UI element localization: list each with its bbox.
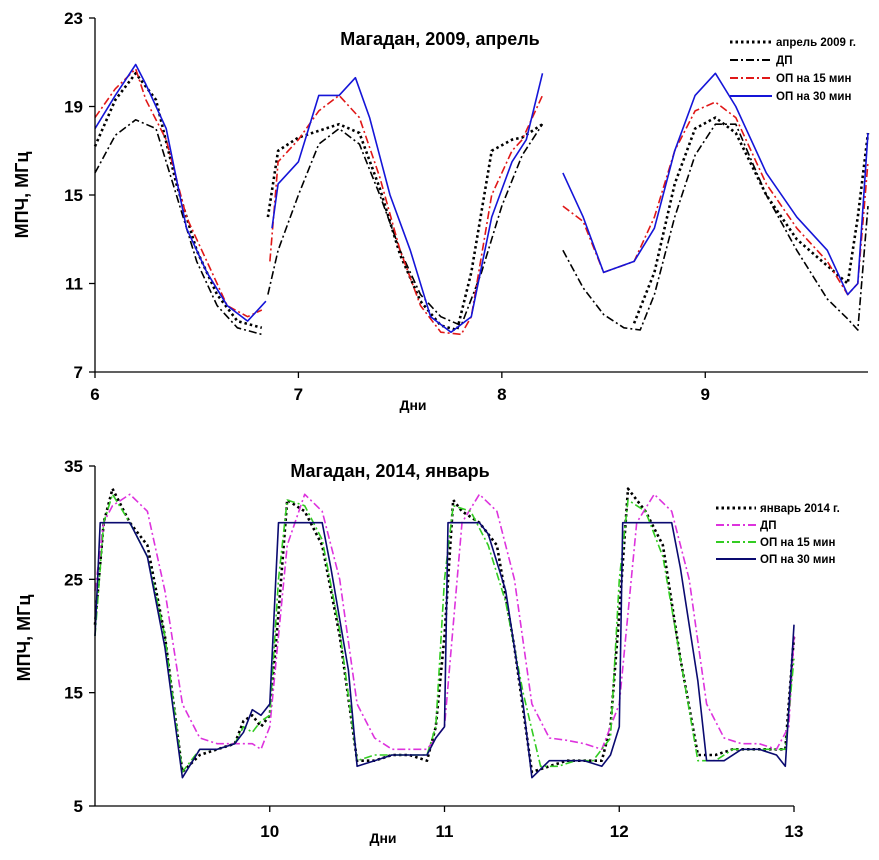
chart-1-x-tick-label: 9 [701, 385, 710, 404]
chart-1-legend: апрель 2009 г. ДП ОП на 15 мин ОП на 30 мин [730, 37, 856, 103]
chart-1-series-1-segment-1 [93, 72, 263, 330]
chart-1-series [93, 63, 870, 336]
chart-2-x-tick-label: 10 [260, 822, 279, 841]
chart-1-legend-label-4: ОП на 30 мин [776, 91, 852, 103]
chart-2-legend-label-3: ОП на 15 мин [760, 537, 836, 549]
chart-1-series-1-segment-3 [632, 116, 870, 324]
chart-2-legend: январь 2014 г. ДП ОП на 15 мин ОП на 30 мин [716, 503, 840, 566]
chart-1-y-axis-label: МПЧ, МГц [12, 152, 32, 239]
chart-2-x-tick-label: 11 [436, 822, 454, 841]
chart-2-y-tick-label: 35 [64, 457, 83, 476]
chart-1-series-3-segment-3 [562, 101, 869, 296]
chart-2-series [93, 487, 796, 779]
chart-1-x-tick-label: 6 [90, 385, 99, 404]
chart-2-x-axis-label: Дни [369, 830, 396, 846]
chart-2-series-3-segment-1 [94, 493, 795, 773]
chart-1-legend-label-1: апрель 2009 г. [776, 37, 856, 49]
chart-2-y-axis-label: МПЧ, МГц [14, 595, 34, 682]
chart-1-x-tick-label: 8 [497, 385, 506, 404]
chart-1-y-tick-label: 19 [64, 98, 83, 117]
chart-2-y-tick-label: 25 [64, 570, 83, 589]
chart-1-y-tick-label: 11 [65, 275, 83, 294]
chart-2-legend-label-2: ДП [760, 520, 776, 532]
chart-1-series-2-segment-1 [94, 119, 263, 336]
chart-1-series-4-segment-3 [562, 72, 869, 296]
chart-2-ticks: 5 15 25 35 10 11 12 13 [64, 457, 803, 841]
chart-1-y-tick-label: 7 [74, 363, 83, 382]
chart-1-y-tick-label: 23 [64, 9, 83, 28]
chart-2-series-1-segment-1 [93, 487, 796, 774]
chart-1-series-4-segment-2 [271, 73, 544, 333]
chart-1-legend-label-2: ДП [776, 55, 792, 67]
chart-1-x-tick-label: 7 [294, 385, 303, 404]
chart-2-legend-label-1: январь 2014 г. [760, 503, 840, 515]
chart-2-x-tick-label: 13 [785, 822, 804, 841]
chart-1-series-2-segment-2 [267, 123, 544, 327]
chart-1-series-1-segment-2 [266, 122, 544, 332]
chart-2-series-4-segment-1 [94, 521, 795, 779]
chart-1-x-axis-label: Дни [399, 397, 426, 413]
chart-2-title: Магадан, 2014, январь [290, 461, 489, 481]
chart-1-series-3-segment-1 [94, 68, 263, 318]
chart-1-series-2-segment-3 [562, 123, 869, 331]
chart-1-legend-label-3: ОП на 15 мин [776, 73, 852, 85]
chart-2-y-tick-label: 5 [74, 797, 83, 816]
chart-1-title: Магадан, 2009, апрель [340, 29, 539, 49]
chart-1-series-3-segment-2 [269, 94, 544, 336]
chart-magadan-2014-january: 5 15 25 35 10 11 12 13 Магадан, 2014, январь МП… [14, 457, 840, 846]
chart-2-x-tick-label: 12 [610, 822, 629, 841]
chart-2-y-tick-label: 15 [64, 684, 83, 703]
chart-1-series-4-segment-1 [94, 63, 267, 322]
chart-1-y-tick-label: 15 [64, 186, 83, 205]
chart-2-legend-label-4: ОП на 30 мин [760, 554, 836, 566]
